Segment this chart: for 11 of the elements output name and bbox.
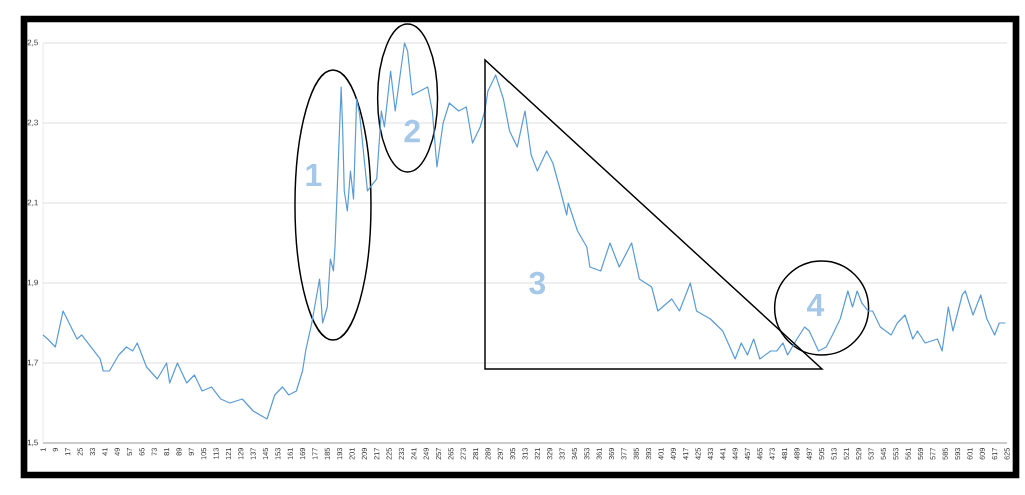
annotation: 2 (404, 119, 420, 143)
annotation: 3 (529, 271, 546, 295)
line-series (42, 42, 1007, 420)
y-tick-label: 2,3 (27, 119, 38, 127)
y-tick-label: 2,1 (27, 199, 38, 207)
y-tick-label: 2,5 (27, 39, 38, 47)
y-tick-label: 1,7 (27, 359, 38, 367)
annotation: 4 (807, 293, 825, 316)
y-tick-label: 1,9 (27, 279, 38, 287)
annotation: 1 (306, 163, 322, 186)
y-tick-label: 1,5 (27, 439, 38, 447)
